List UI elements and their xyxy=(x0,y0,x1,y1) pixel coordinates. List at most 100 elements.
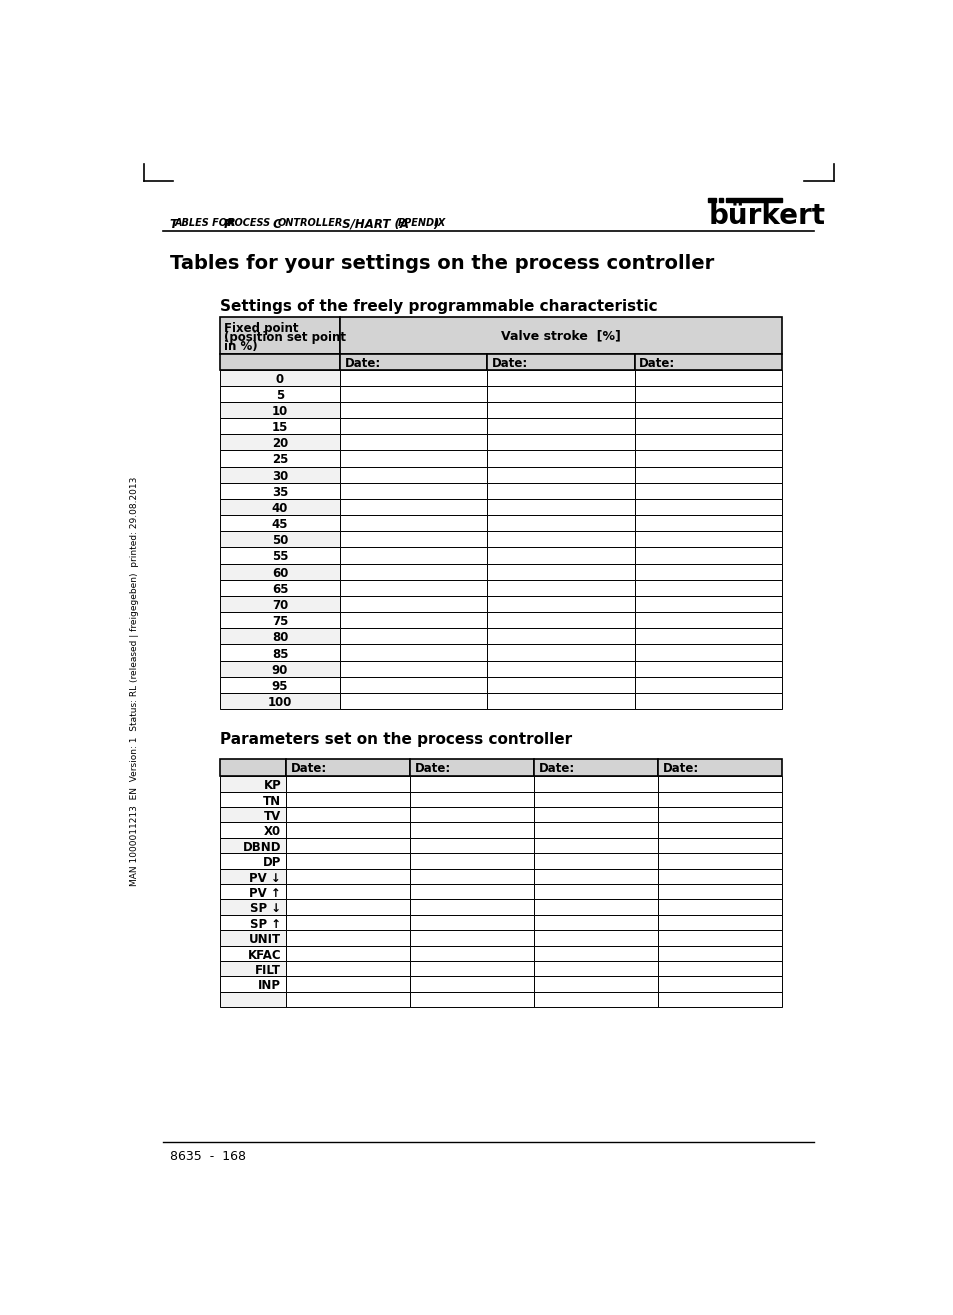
Text: PV ↑: PV ↑ xyxy=(250,888,281,899)
Text: (position set point: (position set point xyxy=(224,331,346,345)
Bar xyxy=(534,961,658,976)
Text: T: T xyxy=(170,218,177,231)
Bar xyxy=(286,822,410,838)
Bar xyxy=(340,434,487,451)
Bar xyxy=(220,467,340,483)
Bar xyxy=(340,547,487,564)
Text: 65: 65 xyxy=(272,583,288,596)
Bar xyxy=(658,930,781,945)
Bar xyxy=(220,402,340,418)
Text: 35: 35 xyxy=(272,485,288,498)
Bar xyxy=(220,930,286,945)
Bar xyxy=(634,515,781,531)
Text: 80: 80 xyxy=(272,631,288,644)
Bar xyxy=(410,961,534,976)
Bar xyxy=(340,677,487,693)
Text: 85: 85 xyxy=(272,647,288,660)
Bar xyxy=(340,451,487,467)
Bar xyxy=(286,868,410,884)
Text: Settings of the freely programmable characteristic: Settings of the freely programmable char… xyxy=(220,299,657,314)
Bar xyxy=(410,759,534,776)
Bar xyxy=(534,807,658,822)
Bar xyxy=(220,853,286,868)
Bar xyxy=(220,483,340,498)
Bar xyxy=(634,498,781,515)
Bar xyxy=(220,580,340,596)
Text: ONTROLLER: ONTROLLER xyxy=(277,218,342,227)
Bar xyxy=(286,807,410,822)
Bar xyxy=(707,197,716,203)
Text: P: P xyxy=(220,218,233,231)
Bar xyxy=(534,945,658,961)
Bar xyxy=(487,483,634,498)
Bar xyxy=(487,467,634,483)
Bar xyxy=(220,759,286,776)
Bar xyxy=(487,693,634,709)
Bar xyxy=(534,976,658,992)
Text: 75: 75 xyxy=(272,615,288,629)
Text: ): ) xyxy=(433,218,438,231)
Bar xyxy=(340,317,781,354)
Bar xyxy=(634,483,781,498)
Bar xyxy=(220,884,286,899)
Bar xyxy=(220,976,286,992)
Bar xyxy=(658,853,781,868)
Bar xyxy=(658,915,781,930)
Bar xyxy=(658,884,781,899)
Bar xyxy=(220,945,286,961)
Bar xyxy=(410,776,534,792)
Bar xyxy=(286,945,410,961)
Bar xyxy=(220,838,286,853)
Bar xyxy=(634,564,781,580)
Bar xyxy=(220,776,286,792)
Bar xyxy=(340,354,487,370)
Text: ROCESS: ROCESS xyxy=(228,218,271,227)
Bar xyxy=(220,792,286,807)
Bar xyxy=(220,564,340,580)
Bar xyxy=(487,451,634,467)
Bar xyxy=(487,418,634,434)
Bar xyxy=(340,611,487,629)
Text: 15: 15 xyxy=(272,421,288,434)
Bar xyxy=(534,792,658,807)
Bar xyxy=(340,418,487,434)
Bar xyxy=(534,853,658,868)
Text: 70: 70 xyxy=(272,600,288,611)
Bar xyxy=(340,660,487,677)
Bar xyxy=(220,596,340,611)
Bar xyxy=(634,418,781,434)
Text: DP: DP xyxy=(263,856,281,869)
Bar xyxy=(340,402,487,418)
Bar xyxy=(634,611,781,629)
Bar xyxy=(220,693,340,709)
Bar xyxy=(220,354,340,370)
Bar xyxy=(487,531,634,547)
Bar xyxy=(487,611,634,629)
Text: 50: 50 xyxy=(272,534,288,547)
Bar xyxy=(487,402,634,418)
Bar xyxy=(487,660,634,677)
Bar xyxy=(286,884,410,899)
Bar xyxy=(658,899,781,915)
Bar xyxy=(410,899,534,915)
Text: PV ↓: PV ↓ xyxy=(250,872,281,885)
Bar xyxy=(487,498,634,515)
Text: 55: 55 xyxy=(272,551,288,564)
Bar xyxy=(534,822,658,838)
Bar xyxy=(220,629,340,644)
Bar xyxy=(487,677,634,693)
Bar xyxy=(634,547,781,564)
Text: 90: 90 xyxy=(272,664,288,677)
Text: 100: 100 xyxy=(268,696,292,709)
Bar xyxy=(487,385,634,402)
Bar xyxy=(634,402,781,418)
Bar xyxy=(634,370,781,385)
Bar xyxy=(658,992,781,1007)
Bar xyxy=(286,759,410,776)
Bar xyxy=(220,644,340,660)
Bar xyxy=(286,992,410,1007)
Bar xyxy=(220,660,340,677)
Bar xyxy=(220,385,340,402)
Bar xyxy=(658,807,781,822)
Text: 60: 60 xyxy=(272,567,288,580)
